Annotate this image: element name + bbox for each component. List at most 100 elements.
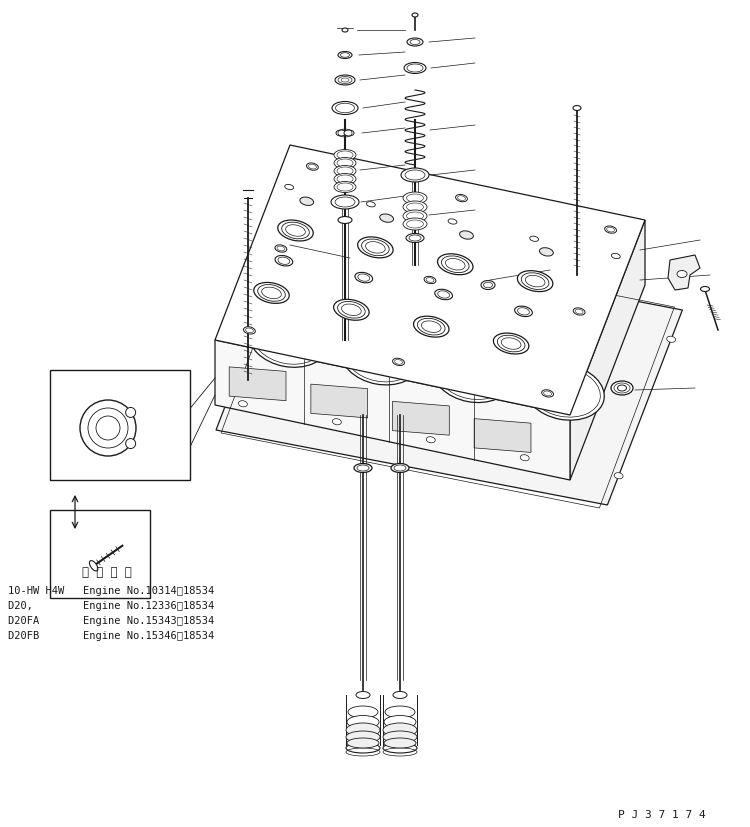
Ellipse shape: [525, 364, 605, 420]
Ellipse shape: [435, 289, 452, 299]
Ellipse shape: [573, 318, 582, 324]
Ellipse shape: [413, 316, 449, 337]
Polygon shape: [474, 418, 531, 452]
Ellipse shape: [460, 231, 473, 239]
Ellipse shape: [412, 13, 418, 17]
Text: D20,        Engine No.12336～18534: D20, Engine No.12336～18534: [8, 601, 214, 611]
Ellipse shape: [332, 102, 358, 114]
Polygon shape: [216, 235, 682, 505]
Ellipse shape: [520, 455, 530, 461]
Ellipse shape: [391, 463, 409, 472]
Ellipse shape: [334, 174, 356, 184]
Ellipse shape: [356, 691, 370, 699]
Polygon shape: [570, 220, 645, 480]
Ellipse shape: [393, 691, 407, 699]
Ellipse shape: [346, 731, 380, 743]
Polygon shape: [392, 401, 449, 435]
Ellipse shape: [332, 418, 341, 425]
Ellipse shape: [700, 286, 709, 291]
Ellipse shape: [383, 723, 417, 737]
Ellipse shape: [334, 157, 356, 169]
Ellipse shape: [348, 706, 378, 718]
Circle shape: [80, 400, 136, 456]
Bar: [50, 510, 150, 598]
Ellipse shape: [342, 28, 348, 32]
Ellipse shape: [573, 308, 585, 315]
Circle shape: [126, 438, 136, 448]
Ellipse shape: [334, 165, 356, 176]
Ellipse shape: [403, 201, 427, 213]
Ellipse shape: [539, 248, 554, 256]
Ellipse shape: [604, 226, 616, 233]
Ellipse shape: [300, 197, 313, 205]
Ellipse shape: [275, 256, 292, 266]
Ellipse shape: [335, 75, 355, 85]
Ellipse shape: [407, 38, 423, 46]
Ellipse shape: [403, 218, 427, 230]
Ellipse shape: [354, 463, 372, 472]
Ellipse shape: [514, 306, 532, 317]
Ellipse shape: [380, 214, 394, 222]
Text: 適 用 号 機: 適 用 号 機: [82, 566, 132, 579]
Bar: [50, 370, 190, 480]
Ellipse shape: [426, 437, 435, 442]
Text: D20FB       Engine No.15346～18534: D20FB Engine No.15346～18534: [8, 631, 214, 641]
Ellipse shape: [530, 237, 538, 241]
Ellipse shape: [478, 300, 488, 306]
Ellipse shape: [291, 264, 300, 270]
Ellipse shape: [481, 280, 495, 289]
Ellipse shape: [542, 390, 554, 397]
Ellipse shape: [385, 282, 394, 289]
Ellipse shape: [384, 715, 416, 729]
Ellipse shape: [403, 210, 427, 222]
Ellipse shape: [307, 163, 318, 170]
Ellipse shape: [338, 51, 352, 59]
Ellipse shape: [383, 743, 417, 753]
Ellipse shape: [334, 150, 356, 160]
Ellipse shape: [249, 311, 328, 367]
Ellipse shape: [344, 130, 354, 136]
Ellipse shape: [285, 184, 294, 189]
Ellipse shape: [403, 192, 427, 204]
Polygon shape: [215, 145, 645, 415]
Ellipse shape: [244, 327, 255, 334]
Text: D20FA       Engine No.15343～18534: D20FA Engine No.15343～18534: [8, 616, 214, 626]
Ellipse shape: [518, 270, 553, 292]
Polygon shape: [215, 340, 570, 480]
Polygon shape: [668, 255, 700, 290]
Ellipse shape: [346, 743, 380, 753]
Ellipse shape: [611, 381, 633, 395]
Ellipse shape: [347, 715, 379, 729]
Ellipse shape: [383, 731, 417, 743]
Ellipse shape: [331, 195, 359, 209]
Ellipse shape: [238, 401, 248, 407]
Ellipse shape: [89, 561, 98, 571]
Ellipse shape: [494, 333, 529, 354]
Ellipse shape: [385, 706, 415, 718]
Ellipse shape: [573, 106, 581, 111]
Polygon shape: [310, 384, 368, 418]
Ellipse shape: [401, 168, 429, 182]
Ellipse shape: [433, 347, 512, 403]
Text: P J 3 7 1 7 4: P J 3 7 1 7 4: [618, 810, 706, 820]
Ellipse shape: [334, 181, 356, 193]
Ellipse shape: [254, 283, 290, 304]
Ellipse shape: [334, 299, 369, 320]
Ellipse shape: [384, 738, 416, 748]
Circle shape: [126, 408, 136, 418]
Ellipse shape: [614, 473, 623, 479]
Ellipse shape: [406, 233, 424, 242]
Ellipse shape: [611, 253, 620, 259]
Ellipse shape: [338, 217, 352, 223]
Ellipse shape: [275, 245, 286, 252]
Ellipse shape: [677, 270, 687, 278]
Ellipse shape: [448, 219, 457, 224]
Ellipse shape: [336, 130, 346, 136]
Ellipse shape: [667, 337, 676, 342]
Ellipse shape: [455, 194, 467, 202]
Ellipse shape: [355, 272, 373, 283]
Ellipse shape: [437, 254, 473, 275]
Ellipse shape: [347, 738, 379, 748]
Ellipse shape: [404, 63, 426, 74]
Polygon shape: [230, 367, 286, 400]
